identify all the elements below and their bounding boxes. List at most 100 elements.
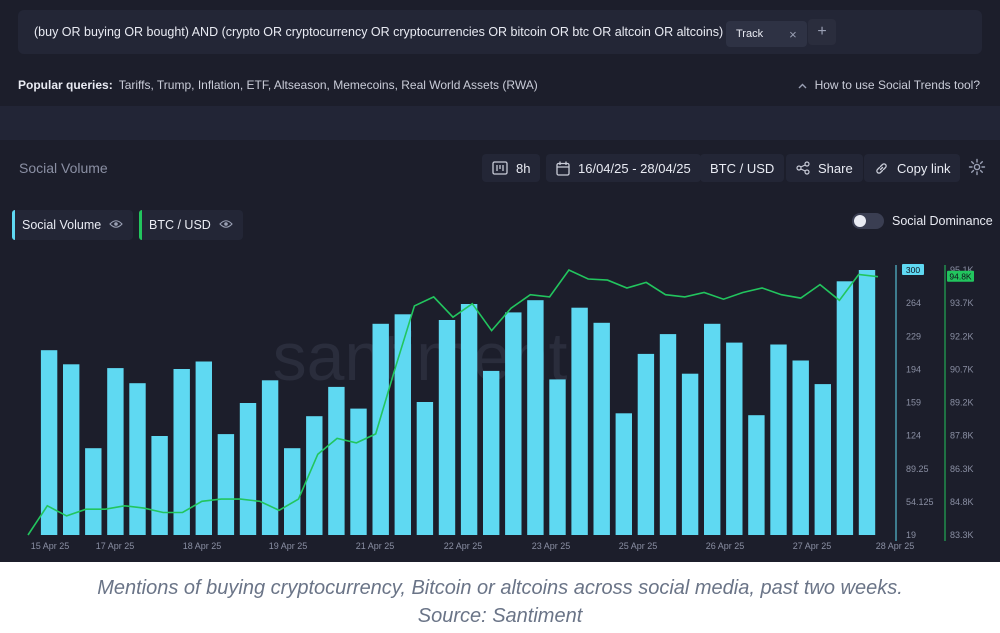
- x-tick-label: 23 Apr 25: [532, 541, 571, 551]
- y-left-tick-label: 89.25: [906, 464, 929, 474]
- social-volume-bar: [836, 281, 854, 535]
- legend-social-volume-label: Social Volume: [22, 218, 102, 232]
- query-bar[interactable]: (buy OR buying OR bought) AND (crypto OR…: [18, 10, 982, 54]
- candles-icon: [492, 161, 508, 175]
- btc-usd-line: [27, 268, 879, 536]
- link-icon: [874, 161, 889, 176]
- track-button[interactable]: Track: [736, 28, 764, 40]
- social-volume-bar: [527, 300, 544, 535]
- calendar-icon: [556, 161, 570, 176]
- legend-btc-usd[interactable]: BTC / USD: [139, 210, 243, 240]
- x-tick-label: 17 Apr 25: [96, 541, 135, 551]
- social-volume-bar: [483, 370, 500, 535]
- legend-social-volume[interactable]: Social Volume: [12, 210, 134, 240]
- caption-line-1: Mentions of buying cryptocurrency, Bitco…: [97, 577, 903, 599]
- y-right-tick-label: 95.1K: [950, 265, 974, 275]
- x-tick-label: 18 Apr 25: [183, 541, 222, 551]
- social-volume-bar: [659, 334, 677, 535]
- popular-queries-label: Popular queries:: [18, 78, 113, 92]
- social-volume-bar: [195, 361, 212, 535]
- social-volume-bar: [107, 368, 124, 535]
- query-input[interactable]: (buy OR buying OR bought) AND (crypto OR…: [34, 25, 724, 39]
- social-volume-bar: [593, 322, 610, 535]
- popular-queries-list[interactable]: Tariffs, Trump, Inflation, ETF, Altseaso…: [118, 78, 538, 92]
- social-volume-bar: [505, 312, 522, 535]
- santiment-watermark: santiment: [273, 319, 568, 395]
- social-volume-bar: [571, 307, 588, 535]
- social-volume-bar: [394, 314, 411, 535]
- x-tick-label: 28 Apr 25: [876, 541, 915, 551]
- social-volume-bar: [637, 353, 655, 535]
- copy-link-label: Copy link: [897, 160, 951, 176]
- x-tick-label: 27 Apr 25: [793, 541, 832, 551]
- y-left-tick-label: 54.125: [906, 497, 934, 507]
- share-label: Share: [818, 160, 853, 176]
- track-chip[interactable]: Track ×: [726, 21, 807, 47]
- date-range-button[interactable]: 16/04/25 - 28/04/25: [546, 154, 701, 182]
- social-volume-bar: [748, 415, 765, 535]
- current-volume-badge: [902, 264, 924, 275]
- social-volume-bar: [151, 436, 168, 535]
- social-volume-bar: [460, 304, 478, 535]
- y-left-tick-label: 124: [906, 431, 921, 441]
- y-left-tick-label: 159: [906, 398, 921, 408]
- y-right-tick-label: 83.3K: [950, 530, 974, 540]
- gear-icon[interactable]: [968, 158, 986, 181]
- pair-button[interactable]: BTC / USD: [700, 154, 785, 182]
- y-right-tick-label: 93.7K: [950, 298, 974, 308]
- y-right-tick-label: 84.8K: [950, 497, 974, 507]
- y-right-tick-label: 90.7K: [950, 364, 974, 374]
- social-volume-bar: [858, 270, 876, 535]
- caption-line-2: Source: Santiment: [417, 605, 583, 627]
- interval-button[interactable]: 8h: [482, 154, 541, 182]
- eye-icon[interactable]: [109, 218, 123, 232]
- current-volume-label: 300: [906, 265, 920, 275]
- social-volume-bar: [85, 448, 102, 535]
- section-divider: [0, 106, 1000, 140]
- y-left-tick-label: 19: [906, 530, 916, 540]
- copy-link-button[interactable]: Copy link: [864, 154, 961, 182]
- how-to-link[interactable]: How to use Social Trends tool?: [798, 78, 980, 92]
- legend-color-swatch: [139, 210, 142, 240]
- social-volume-bar: [438, 320, 456, 535]
- x-tick-label: 19 Apr 25: [269, 541, 308, 551]
- social-volume-bar: [726, 342, 743, 535]
- social-volume-bar: [770, 344, 787, 535]
- x-tick-label: 22 Apr 25: [444, 541, 483, 551]
- x-tick-label: 21 Apr 25: [356, 541, 395, 551]
- social-volume-bar: [239, 403, 257, 535]
- eye-icon[interactable]: [219, 218, 233, 232]
- social-volume-chart[interactable]: santiment 19 54.125 89.25 124 159 194 229 264 30…: [0, 255, 1000, 555]
- social-volume-bar: [792, 360, 809, 535]
- current-btc-label: 94.8K: [949, 272, 972, 282]
- pair-label: BTC / USD: [710, 160, 775, 176]
- y-left-tick-label: 229: [906, 331, 921, 341]
- y-right-tick-label: 92.2K: [950, 331, 974, 341]
- social-volume-bar: [416, 402, 434, 535]
- social-volume-bar: [681, 373, 699, 535]
- y-left-tick-label: 194: [906, 364, 921, 374]
- social-volume-bar: [549, 379, 566, 535]
- figure-caption: Mentions of buying cryptocurrency, Bitco…: [0, 574, 1000, 630]
- social-volume-bar: [217, 434, 235, 535]
- legend-color-swatch: [12, 210, 15, 240]
- social-dominance-label: Social Dominance: [892, 214, 993, 228]
- section-title: Social Volume: [19, 160, 108, 176]
- toggle-knob: [854, 215, 866, 227]
- social-volume-bar: [704, 323, 721, 535]
- social-volume-bar: [350, 408, 367, 535]
- add-query-button[interactable]: +: [808, 19, 836, 45]
- date-range-label: 16/04/25 - 28/04/25: [578, 160, 691, 176]
- x-tick-label: 26 Apr 25: [706, 541, 745, 551]
- social-volume-bar: [40, 350, 58, 535]
- close-icon[interactable]: ×: [789, 26, 797, 42]
- x-tick-label: 25 Apr 25: [619, 541, 658, 551]
- share-button[interactable]: Share: [786, 154, 863, 182]
- social-volume-bar: [372, 323, 389, 535]
- y-right-tick-label: 87.8K: [950, 431, 974, 441]
- social-volume-bar: [129, 383, 146, 535]
- social-dominance-toggle[interactable]: Social Dominance: [852, 213, 993, 229]
- how-to-label: How to use Social Trends tool?: [814, 78, 980, 92]
- toggle-switch[interactable]: [852, 213, 884, 229]
- y-right-tick-label: 89.2K: [950, 398, 974, 408]
